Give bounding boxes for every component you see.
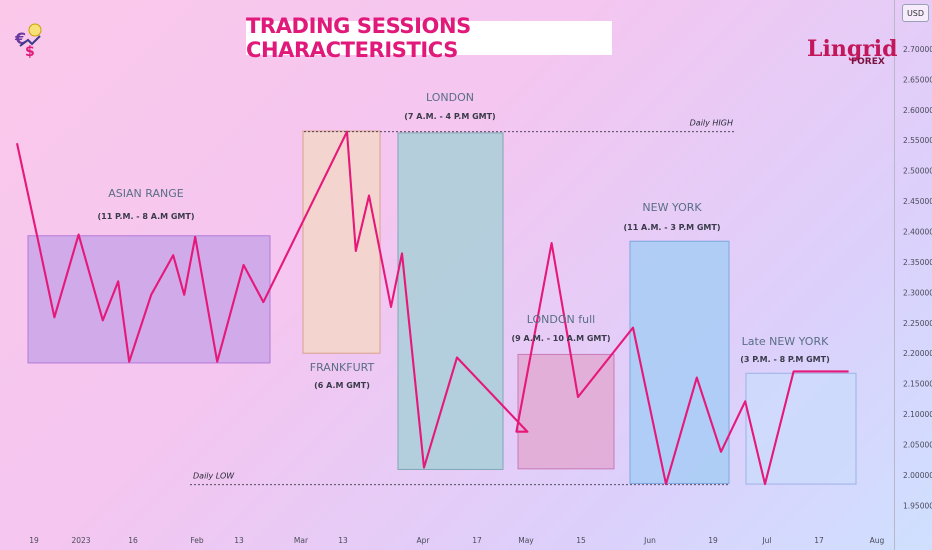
chart-title-box: TRADING SESSIONS CHARACTERISTICS: [246, 14, 612, 62]
y-tick-label: 1.95000: [903, 501, 932, 510]
x-tick-label: 19: [29, 536, 39, 545]
brand-sub: FOREX: [851, 57, 885, 67]
x-tick-label: Jun: [643, 536, 656, 545]
brand-name: Lingrid: [807, 36, 898, 62]
price-line: [15, 130, 849, 486]
x-tick-label: Apr: [417, 536, 431, 545]
session-hours: (9 A.M. - 10 A.M GMT): [512, 334, 611, 343]
price-axis-divider: [894, 0, 895, 550]
y-tick-label: 2.25000: [903, 319, 932, 328]
session-labels: ASIAN RANGE (11 P.M. - 8 A.M GMT) FRANKFUR…: [97, 91, 829, 390]
session-name: NEW YORK: [642, 201, 702, 214]
y-tick-label: 2.35000: [903, 258, 932, 267]
time-axis: 19 2023 16 Feb 13 Mar 13 Apr 17 May 15 Jun 19 Jul 17 Au…: [29, 536, 884, 545]
y-tick-label: 2.30000: [903, 288, 932, 297]
chart-title: TRADING SESSIONS CHARACTERISTICS: [246, 14, 471, 62]
y-tick-label: 2.10000: [903, 410, 932, 419]
brand-logo: Lingrid FOREX: [807, 30, 898, 70]
x-tick-label: May: [518, 536, 534, 545]
session-hours: (11 P.M. - 8 A.M GMT): [97, 212, 194, 221]
svg-text:$: $: [25, 44, 35, 60]
y-tick-label: 2.05000: [903, 441, 932, 450]
x-tick-label: 13: [338, 536, 348, 545]
x-tick-label: 17: [472, 536, 482, 545]
x-tick-label: Jul: [761, 536, 771, 545]
level-lines: Daily HIGH Daily LOW: [190, 119, 734, 486]
session-hours: (7 A.M. - 4 P.M GMT): [404, 112, 495, 121]
session-name: LONDON: [426, 91, 474, 104]
session-box: [629, 240, 730, 484]
level-label: Daily LOW: [193, 472, 235, 481]
session-name: FRANKFURT: [310, 361, 375, 374]
x-tick-label: Aug: [870, 536, 885, 545]
x-tick-label: 16: [128, 536, 138, 545]
y-tick-label: 2.60000: [903, 106, 932, 115]
x-tick-label: 2023: [71, 536, 90, 545]
session-box: [745, 372, 857, 485]
session-box: [397, 132, 504, 470]
y-tick-label: 2.15000: [903, 380, 932, 389]
session-hours: (3 P.M. - 8 P.M GMT): [740, 355, 830, 364]
x-tick-label: Feb: [190, 536, 204, 545]
y-tick-label: 2.40000: [903, 227, 932, 236]
currency-logo-icon: € $: [12, 22, 46, 60]
session-box: [517, 353, 615, 470]
session-box: [302, 130, 381, 354]
y-tick-label: 2.45000: [903, 197, 932, 206]
session-name: LONDON full: [527, 313, 595, 326]
y-tick-label: 2.65000: [903, 75, 932, 84]
y-tick-label: 2.20000: [903, 349, 932, 358]
price-line-group: [15, 130, 849, 486]
session-name: ASIAN RANGE: [108, 187, 183, 200]
y-tick-label: 2.00000: [903, 471, 932, 480]
session-hours: (6 A.M GMT): [314, 381, 370, 390]
y-tick-label: 2.55000: [903, 136, 932, 145]
y-tick-label: 2.50000: [903, 167, 932, 176]
y-tick-label: 2.70000: [903, 45, 932, 54]
x-tick-label: Mar: [294, 536, 309, 545]
currency-selector[interactable]: USD: [902, 4, 929, 22]
session-name: Late NEW YORK: [742, 335, 829, 348]
x-tick-label: 15: [576, 536, 586, 545]
x-tick-label: 13: [234, 536, 244, 545]
x-tick-label: 17: [814, 536, 824, 545]
session-hours: (11 A.M. - 3 P.M GMT): [623, 223, 720, 232]
price-axis: 1.95000 2.00000 2.05000 2.10000 2.15000 2.200…: [903, 45, 932, 510]
session-boxes: [27, 130, 857, 485]
x-tick-label: 19: [708, 536, 718, 545]
level-label: Daily HIGH: [690, 119, 733, 128]
